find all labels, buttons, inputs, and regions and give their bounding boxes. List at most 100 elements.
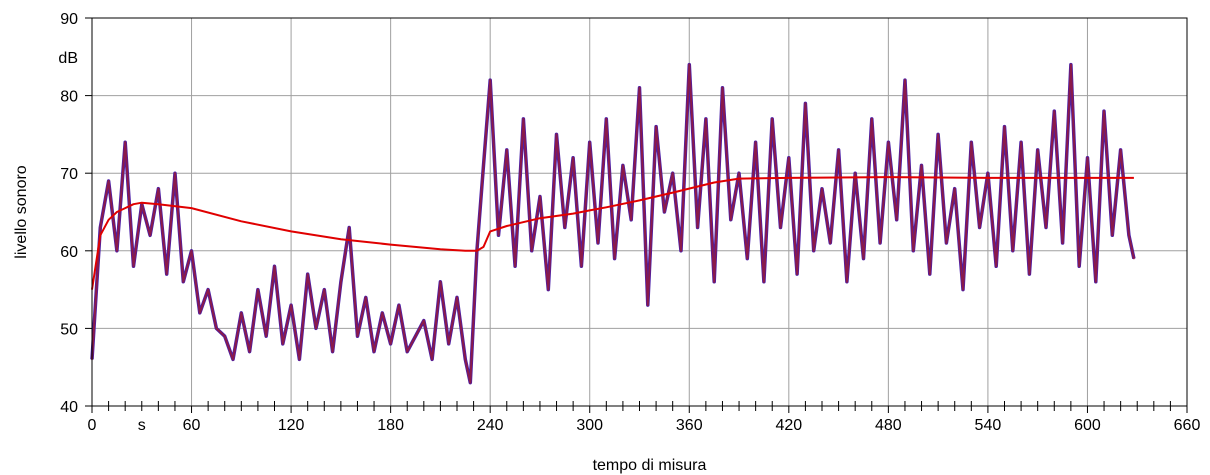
x-tick-label: 60: [183, 417, 201, 434]
sound-level-point: [812, 250, 815, 252]
y-tick-labels: 40 50 60 70 80 90: [60, 11, 78, 416]
sound-level-point: [124, 141, 126, 143]
sound-level-point: [315, 327, 317, 330]
sound-level-point: [920, 164, 923, 167]
sound-level-point: [796, 273, 798, 275]
sound-level-point: [99, 226, 102, 229]
sound-level-point: [1011, 250, 1014, 252]
sound-level-point: [680, 250, 682, 252]
sound-level-point: [348, 226, 350, 229]
sound-level-point: [962, 288, 964, 291]
sound-level-point: [157, 187, 160, 190]
sound-level-point: [738, 172, 740, 174]
sound-level-point: [721, 87, 724, 89]
sound-level-point: [655, 125, 657, 128]
sound-level-point: [1094, 281, 1097, 283]
sound-level-point: [215, 327, 218, 330]
sound-level-point: [298, 358, 301, 361]
x-tick-labels: 0 60 120 180 240 300 360 420 480 540 600 660: [88, 417, 1201, 434]
x-tick-label: 480: [875, 417, 902, 434]
sound-level-point: [389, 343, 392, 345]
sound-level-point: [646, 304, 649, 306]
sound-level-point: [970, 141, 973, 143]
x-tick-label: 240: [477, 417, 504, 434]
sound-level-point: [953, 187, 956, 190]
sound-level-line: [91, 63, 1135, 384]
equivalent-level-line: [91, 176, 1134, 290]
sound-level-point: [340, 281, 342, 283]
sound-level-point: [912, 250, 915, 252]
sound-level-point: [1036, 149, 1039, 151]
sound-level-point: [514, 265, 516, 268]
sound-level-point: [995, 265, 998, 268]
sound-level-point: [1061, 242, 1064, 244]
sound-level-point: [804, 102, 807, 105]
sound-level-point: [945, 242, 948, 244]
sound-level-point: [530, 250, 533, 252]
sound-level-point: [605, 118, 608, 120]
sound-level-point: [754, 141, 757, 143]
sound-level-point: [1103, 110, 1105, 112]
sound-level-point: [1111, 234, 1114, 237]
sound-level-point: [821, 187, 823, 190]
x-tick-label: 0: [88, 417, 97, 434]
sound-level-point: [613, 257, 616, 260]
sound-level-point: [257, 288, 259, 291]
y-tick-label: 90: [60, 11, 78, 28]
sound-level-point: [854, 172, 856, 174]
sound-level-point: [580, 265, 583, 268]
sound-level-point: [469, 381, 472, 384]
sound-level-point: [489, 79, 491, 81]
sound-level-point: [539, 195, 541, 198]
x-tick-label: 420: [775, 417, 802, 434]
y-axis-title: livello sonoro: [13, 165, 30, 258]
sound-level-point: [663, 211, 666, 213]
x-tick-label: 360: [676, 417, 703, 434]
sound-level-point: [323, 288, 326, 291]
y-tick-label: 70: [60, 166, 78, 183]
sound-level-point: [547, 288, 550, 291]
sound-level-point: [688, 63, 691, 66]
sound-level-point: [779, 226, 782, 229]
sound-level-point: [116, 250, 118, 252]
sound-level-point: [895, 218, 898, 221]
sound-level-point: [331, 350, 334, 353]
plot-frame: [91, 17, 1188, 407]
sound-level-point: [240, 312, 243, 314]
sound-level-point: [174, 172, 176, 174]
grid-lines: [92, 18, 1187, 406]
x-axis-title: tempo di misura: [593, 457, 707, 474]
sound-level-point: [447, 343, 450, 345]
sound-level-point: [1128, 234, 1130, 237]
sound-level-point: [232, 358, 234, 361]
sound-level-point: [281, 343, 284, 345]
sound-level-point: [464, 358, 467, 361]
sound-level-point: [1045, 226, 1047, 229]
sound-level-point: [771, 118, 774, 120]
sound-level-point: [862, 257, 865, 260]
sound-level-point: [564, 226, 566, 229]
sound-level-point: [248, 350, 251, 353]
sound-level-point: [622, 164, 624, 167]
sound-level-point: [846, 281, 848, 283]
sound-level-point: [1028, 273, 1031, 275]
x-tick-label: 540: [975, 417, 1002, 434]
x-tick-label: 300: [576, 417, 603, 434]
sound-level-point: [522, 118, 525, 120]
y-tick-label: 80: [60, 89, 78, 106]
sound-level-point: [937, 133, 939, 136]
sound-level-point: [630, 218, 633, 221]
sound-level-point: [572, 156, 574, 159]
sound-level-point: [705, 118, 707, 120]
y-tick-label: 50: [60, 321, 78, 338]
series-equivalent-level: [91, 176, 1134, 290]
sound-level-point: [729, 218, 732, 221]
sound-level-point: [763, 281, 765, 283]
sound-level-point: [482, 164, 485, 167]
sound-level-point: [423, 319, 425, 322]
x-tick-label: 180: [377, 417, 404, 434]
sound-level-point: [597, 242, 599, 244]
sound-level-point: [638, 87, 641, 89]
sound-level-point: [713, 281, 715, 283]
